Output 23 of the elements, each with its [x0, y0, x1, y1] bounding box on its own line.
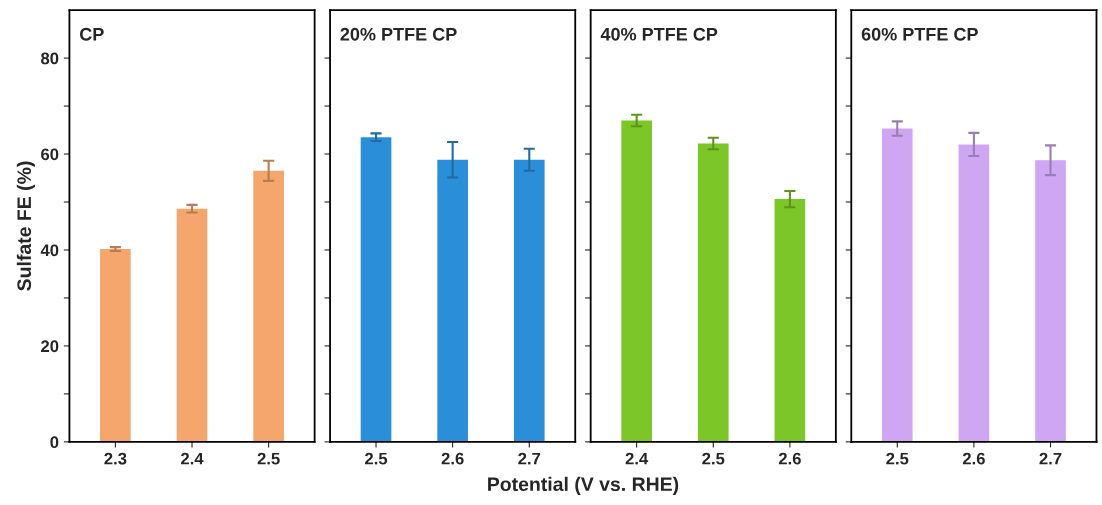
x-tick-label: 2.3	[104, 452, 127, 465]
x-tick-label: 2.4	[625, 452, 649, 465]
x-tick-label: 2.5	[257, 452, 280, 465]
y-tick-label: 20	[41, 340, 59, 353]
x-tick-label: 2.5	[886, 452, 909, 465]
y-tick-label: 40	[40, 244, 59, 257]
text: 60% PTFE CP	[861, 27, 978, 41]
y-tick-label: 0	[50, 436, 59, 449]
x-tick-label: 2.5	[365, 452, 388, 465]
x-tick-label: 2.6	[962, 452, 985, 465]
x-tick-label: 2.6	[441, 452, 464, 465]
y-tick-label: 60	[41, 148, 59, 161]
text: 40% PTFE CP	[600, 27, 718, 41]
x-tick-label: 2.7	[1039, 452, 1062, 465]
x-tick-label: 2.7	[518, 452, 541, 465]
x-tick-label: 2.5	[702, 452, 725, 465]
x-axis-title: Potential (V vs. RHE)	[488, 476, 679, 495]
y-axis-title: Sulfate FE (%)	[16, 161, 35, 291]
text: 20% PTFE CP	[340, 27, 457, 41]
text: CP	[79, 27, 104, 41]
x-tick-label: 2.4	[181, 452, 204, 465]
y-tick-label: 80	[41, 52, 59, 65]
x-tick-label: 2.6	[778, 452, 801, 465]
